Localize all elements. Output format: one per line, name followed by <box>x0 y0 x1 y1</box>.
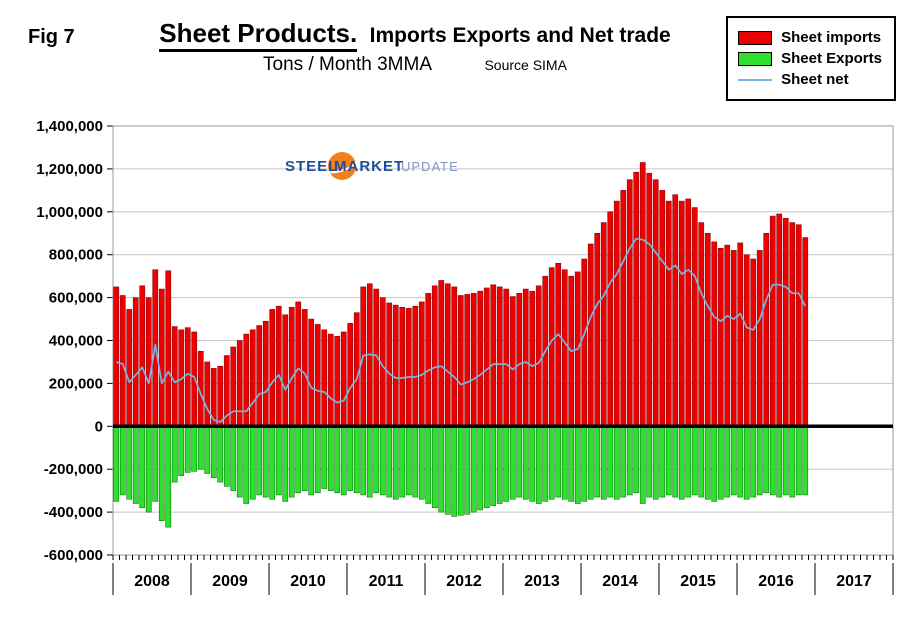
svg-text:-200,000: -200,000 <box>44 461 103 478</box>
svg-text:200,000: 200,000 <box>49 375 103 392</box>
svg-text:2012: 2012 <box>446 573 482 590</box>
chart-subtitle: Tons / Month 3MMA <box>263 54 432 75</box>
chart-area: -600,000 -400,000 -200,000 0 200,000 400,000 6… <box>0 100 910 622</box>
svg-text:1,400,000: 1,400,000 <box>36 118 103 135</box>
svg-text:1,200,000: 1,200,000 <box>36 161 103 178</box>
svg-text:-400,000: -400,000 <box>44 504 103 521</box>
svg-text:2017: 2017 <box>836 573 872 590</box>
chart-title-rest: Imports Exports and Net trade <box>369 24 671 47</box>
legend-item-exports: Sheet Exports <box>738 50 882 67</box>
svg-text:600,000: 600,000 <box>49 290 103 307</box>
svg-text:STEEL: STEEL <box>285 158 338 175</box>
svg-text:-600,000: -600,000 <box>44 547 103 564</box>
chart-canvas: -600,000 -400,000 -200,000 0 200,000 400,000 6… <box>36 118 894 595</box>
legend-item-imports: Sheet imports <box>738 29 882 46</box>
svg-text:MARKET: MARKET <box>334 158 404 175</box>
svg-text:2014: 2014 <box>602 573 638 590</box>
svg-text:UPDATE: UPDATE <box>401 159 459 174</box>
svg-text:2016: 2016 <box>758 573 794 590</box>
legend-label-net: Sheet net <box>781 71 849 88</box>
figure-number: Fig 7 <box>28 26 75 48</box>
chart-subtitle-line: Tons / Month 3MMA Source SIMA <box>105 54 725 76</box>
svg-text:1,000,000: 1,000,000 <box>36 204 103 221</box>
chart-title-main: Sheet Products. <box>159 18 358 52</box>
exports-swatch <box>738 51 773 66</box>
legend-item-net: Sheet net <box>738 71 882 88</box>
legend-label-exports: Sheet Exports <box>781 50 882 67</box>
chart-title: Sheet Products. Imports Exports and Net … <box>105 18 725 52</box>
svg-text:2010: 2010 <box>290 573 326 590</box>
legend-label-imports: Sheet imports <box>781 29 882 46</box>
legend: Sheet imports Sheet Exports Sheet net <box>726 16 896 101</box>
svg-text:2011: 2011 <box>369 573 404 590</box>
imports-swatch <box>738 30 773 45</box>
net-line-swatch <box>738 73 773 87</box>
title-block: Sheet Products. Imports Exports and Net … <box>105 18 725 76</box>
svg-text:0: 0 <box>95 418 103 435</box>
svg-text:2008: 2008 <box>134 573 170 590</box>
svg-text:2009: 2009 <box>212 573 248 590</box>
svg-text:400,000: 400,000 <box>49 333 103 350</box>
svg-text:2015: 2015 <box>680 573 716 590</box>
svg-text:2013: 2013 <box>524 573 560 590</box>
source-label: Source SIMA <box>484 57 567 73</box>
svg-text:800,000: 800,000 <box>49 247 103 264</box>
